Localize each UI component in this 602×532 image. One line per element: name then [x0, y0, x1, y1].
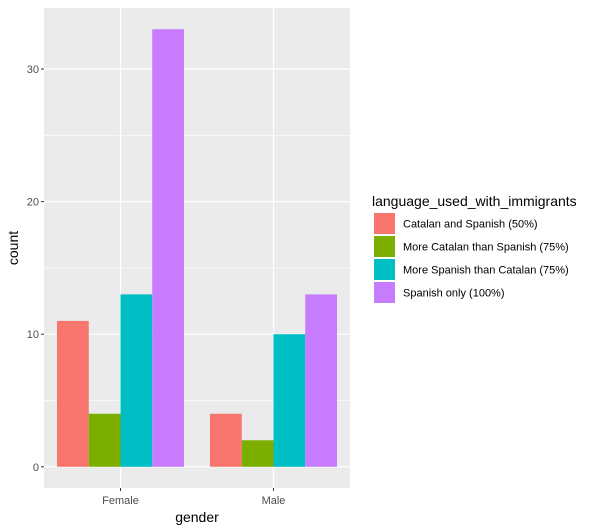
bar — [273, 334, 306, 467]
bar — [210, 413, 242, 467]
y-axis-title: count — [5, 231, 21, 265]
legend-title: language_used_with_immigrants — [372, 193, 577, 209]
legend-label: Spanish only (100%) — [403, 288, 505, 300]
bars — [57, 29, 337, 467]
legend-label: More Spanish than Catalan (75%) — [403, 265, 569, 277]
bar — [57, 320, 89, 467]
x-tick-label: Male — [262, 495, 286, 507]
y-axis: 0 10 20 30 — [27, 64, 44, 474]
y-tick-label: 20 — [27, 197, 39, 209]
legend-items: Catalan and Spanish (50%) More Catalan th… — [374, 213, 569, 303]
bar — [241, 440, 274, 467]
y-tick-label: 10 — [27, 329, 39, 341]
x-axis-title: gender — [175, 509, 219, 525]
legend-key — [374, 213, 395, 234]
legend-key — [374, 282, 395, 303]
y-tick-label: 30 — [27, 64, 39, 76]
y-tick-label: 0 — [33, 462, 39, 474]
legend: language_used_with_immigrants Catalan an… — [372, 193, 577, 303]
bar — [88, 413, 121, 467]
x-axis: Female Male — [102, 488, 285, 507]
legend-label: More Catalan than Spanish (75%) — [403, 242, 569, 254]
bar — [152, 29, 184, 467]
x-tick-label: Female — [102, 495, 139, 507]
legend-key — [374, 236, 395, 257]
legend-key — [374, 259, 395, 280]
legend-label: Catalan and Spanish (50%) — [403, 219, 538, 231]
bar — [305, 294, 337, 467]
bar — [120, 294, 153, 467]
